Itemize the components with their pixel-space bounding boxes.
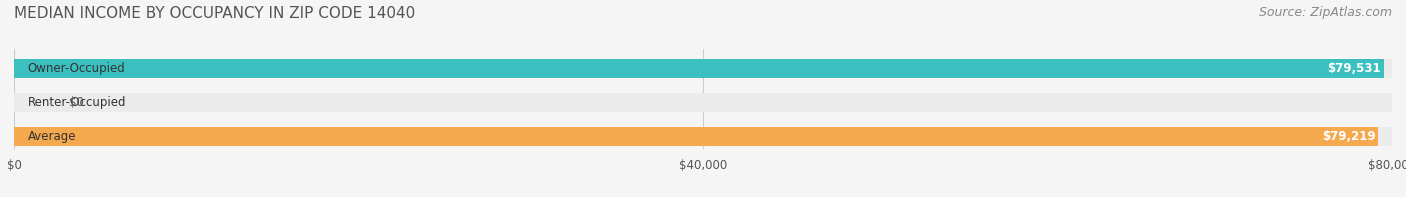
Text: $79,531: $79,531 — [1327, 62, 1381, 75]
Bar — [14, 59, 1384, 78]
Text: Owner-Occupied: Owner-Occupied — [28, 62, 125, 75]
Text: Average: Average — [28, 130, 76, 143]
Text: $79,219: $79,219 — [1322, 130, 1375, 143]
Bar — [14, 127, 1378, 146]
Text: $0: $0 — [69, 96, 84, 109]
Text: MEDIAN INCOME BY OCCUPANCY IN ZIP CODE 14040: MEDIAN INCOME BY OCCUPANCY IN ZIP CODE 1… — [14, 6, 415, 21]
Text: Renter-Occupied: Renter-Occupied — [28, 96, 127, 109]
Bar — [14, 93, 1392, 112]
Text: Source: ZipAtlas.com: Source: ZipAtlas.com — [1258, 6, 1392, 19]
Bar — [14, 127, 1392, 146]
Bar — [14, 59, 1392, 78]
